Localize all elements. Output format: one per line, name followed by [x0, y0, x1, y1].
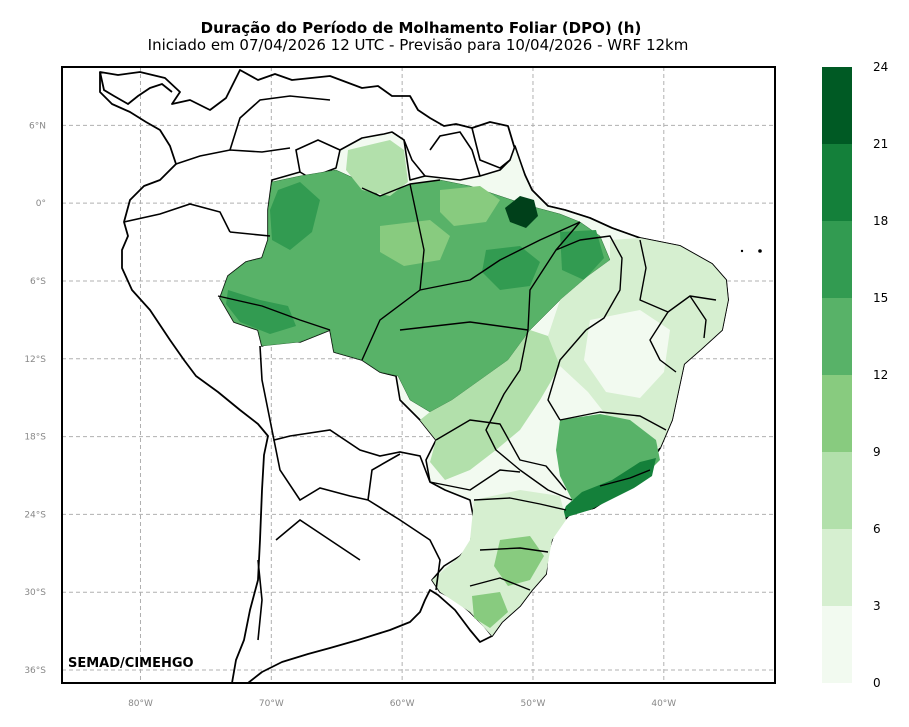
- longitude-labels: 80°W 70°W 60°W 50°W 40°W: [128, 699, 676, 709]
- colorbar-swatch: [822, 375, 852, 452]
- north-very-wet-patch: [270, 182, 320, 250]
- rocas-atoll-island: [740, 249, 744, 253]
- colorbar-tick-label: 18: [873, 214, 888, 228]
- latitude-tick-label: 24°S: [24, 510, 46, 520]
- longitude-tick-label: 80°W: [128, 699, 153, 709]
- credit-label: SEMAD/CIMEHGO: [68, 656, 194, 671]
- colorbar-swatch: [822, 298, 852, 375]
- caribbean-outline: [99, 71, 173, 106]
- state-boundaries: [217, 179, 717, 591]
- colorbar-swatch: [822, 452, 852, 529]
- colorbar-swatch: [822, 67, 852, 144]
- map-subtitle: Iniciado em 07/04/2026 12 UTC - Previsão…: [147, 36, 689, 54]
- latitude-labels: 6°N 0° 6°S 12°S 18°S 24°S 30°S 36°S: [24, 121, 46, 676]
- colorbar-tick-label: 15: [873, 291, 888, 305]
- colorbar-tick-label: 21: [873, 137, 888, 151]
- latitude-tick-label: 6°S: [30, 277, 46, 287]
- northeast-driest-zone: [584, 310, 670, 398]
- colorbar-swatch: [822, 529, 852, 606]
- latitude-tick-label: 0°: [36, 199, 46, 209]
- longitude-tick-label: 40°W: [651, 699, 676, 709]
- amazon-light-patch: [380, 220, 450, 266]
- latitude-tick-label: 18°S: [24, 433, 46, 443]
- colorbar-tick-label: 0: [873, 676, 881, 690]
- colorbar-swatch: [822, 221, 852, 298]
- longitude-tick-label: 60°W: [390, 699, 415, 709]
- coastal-very-wet-band: [560, 458, 656, 520]
- latitude-tick-label: 30°S: [24, 588, 46, 598]
- amapa-estuary-patch: [505, 196, 538, 228]
- amazonas-very-wet-patch: [226, 290, 296, 334]
- colorbar-tick-label: 24: [873, 60, 888, 74]
- fernando-de-noronha-island: [758, 249, 762, 253]
- longitude-tick-label: 50°W: [521, 699, 546, 709]
- colorbar-swatch: [822, 606, 852, 683]
- country-boundaries: [123, 95, 511, 641]
- latitude-tick-label: 12°S: [24, 355, 46, 365]
- colorbar-tick-label: 12: [873, 368, 888, 382]
- colorbar-tick-label: 9: [873, 445, 881, 459]
- map-frame: [61, 66, 776, 684]
- guiana-lighter-patch: [346, 140, 408, 196]
- colorbar-tick-label: 3: [873, 599, 881, 613]
- colorbar: 0 3 6 9 12 15 18 21 24: [822, 60, 888, 690]
- colorbar-swatch: [822, 144, 852, 221]
- colorbar-tick-label: 6: [873, 522, 881, 536]
- para-light-patch: [440, 186, 500, 226]
- latitude-tick-label: 6°N: [29, 121, 46, 131]
- center-west-moderate-zone: [420, 330, 560, 480]
- rs-wet-patch: [472, 592, 508, 628]
- latitude-tick-label: 36°S: [24, 666, 46, 676]
- map-title: Duração do Período de Molhamento Foliar …: [200, 19, 642, 37]
- para-very-wet-patch: [482, 246, 540, 290]
- longitude-tick-label: 70°W: [259, 699, 284, 709]
- maranhao-very-wet-patch: [560, 230, 604, 280]
